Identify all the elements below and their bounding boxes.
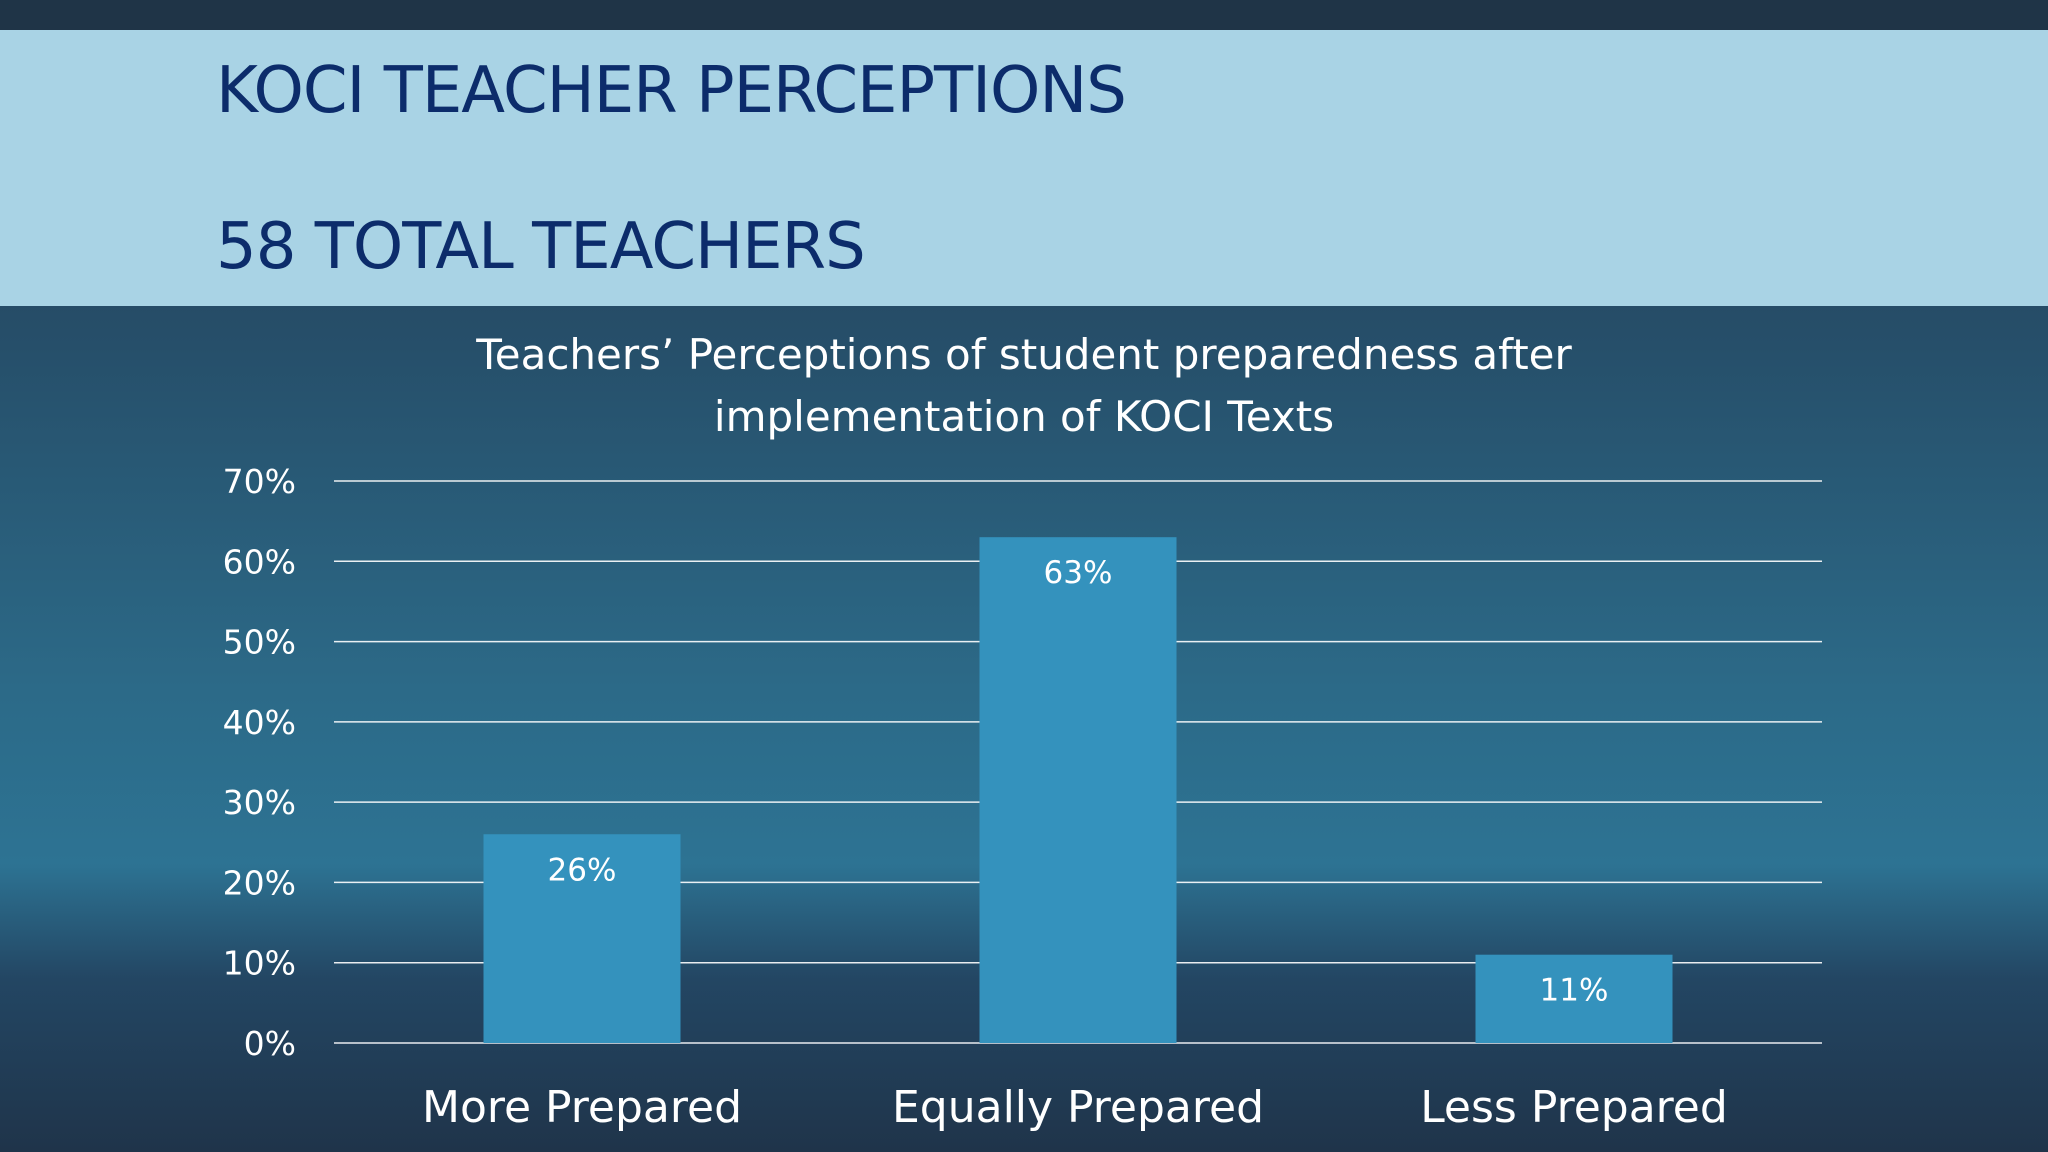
category-label: Less Prepared: [1420, 1082, 1728, 1133]
bars: [483, 537, 1673, 1043]
y-tick-label: 70%: [223, 462, 296, 501]
title-band: [0, 30, 2048, 306]
y-tick-label: 50%: [223, 623, 296, 662]
y-tick-label: 30%: [223, 783, 296, 822]
y-tick-label: 20%: [223, 863, 296, 902]
y-tick-label: 60%: [223, 542, 296, 581]
data-label: 11%: [1540, 973, 1609, 1009]
data-label: 63%: [1044, 555, 1113, 591]
top-strip: [0, 0, 2048, 30]
slide-title: KOCI TEACHER PERCEPTIONS: [216, 54, 1127, 128]
data-label: 26%: [548, 852, 617, 888]
bar: [1475, 954, 1673, 1043]
bar: [979, 537, 1177, 1043]
category-label: Equally Prepared: [892, 1082, 1264, 1133]
y-tick-label: 10%: [223, 944, 296, 983]
chart-title: Teachers’ Perceptions of student prepare…: [476, 330, 1572, 441]
y-tick-label: 0%: [244, 1024, 296, 1063]
category-label: More Prepared: [422, 1082, 742, 1133]
labels: 0% 10% 20% 30% 40% 50% 60% 70% 26% More Prepared 6…: [223, 462, 1728, 1133]
bar: [483, 834, 681, 1043]
y-tick-label: 40%: [223, 703, 296, 742]
slide-subtitle: 58 TOTAL TEACHERS: [216, 210, 866, 284]
